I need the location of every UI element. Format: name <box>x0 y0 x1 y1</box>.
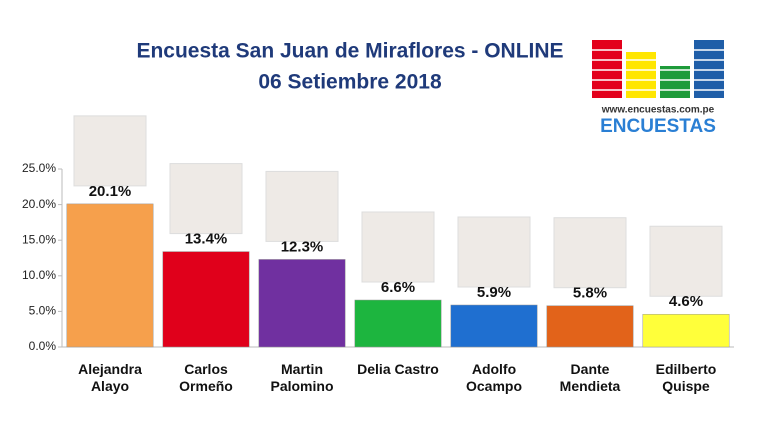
y-tick-label: 10.0% <box>22 268 56 282</box>
photo <box>649 225 723 297</box>
x-tick-label: Carlos Ormeño <box>179 361 233 394</box>
value-label: 4.6% <box>669 293 703 310</box>
value-label: 6.6% <box>381 279 415 296</box>
y-tick-label: 20.0% <box>22 197 56 211</box>
x-tick-label: Delia Castro <box>357 361 439 377</box>
value-label: 20.1% <box>89 183 132 200</box>
bar <box>354 299 442 348</box>
bar <box>450 304 538 348</box>
y-tick-label: 25.0% <box>22 161 56 175</box>
logo-name: ENCUESTAS <box>600 116 716 137</box>
photo <box>553 217 627 289</box>
x-tick-label: Dante Mendieta <box>559 361 621 394</box>
value-label: 12.3% <box>281 238 324 255</box>
photo <box>265 170 339 242</box>
photo <box>457 216 531 288</box>
bar <box>258 259 346 348</box>
x-tick-label: Adolfo Ocampo <box>465 361 522 394</box>
x-tick-label: Edilberto Quispe <box>655 361 717 394</box>
chart-subtitle: 06 Setiembre 2018 <box>258 71 442 94</box>
x-tick-label: Martin Palomino <box>270 361 334 394</box>
logo: www.encuestas.com.pe ENCUESTAS <box>590 40 726 137</box>
y-tick-label: 15.0% <box>22 232 56 246</box>
photo <box>169 163 243 235</box>
value-label: 13.4% <box>185 231 228 248</box>
y-tick-label: 0.0% <box>29 339 57 353</box>
bar <box>642 313 730 348</box>
x-tick-label: Alejandra Alayo <box>78 361 142 394</box>
bar <box>66 203 154 348</box>
chart-title: Encuesta San Juan de Miraflores - ONLINE <box>136 40 563 63</box>
logo-url: www.encuestas.com.pe <box>601 105 715 116</box>
value-label: 5.8% <box>573 285 607 302</box>
value-label: 5.9% <box>477 284 511 301</box>
bar <box>162 251 250 348</box>
photo <box>73 115 147 187</box>
bar <box>546 305 634 348</box>
photo <box>361 211 435 283</box>
y-tick-label: 5.0% <box>29 304 57 318</box>
